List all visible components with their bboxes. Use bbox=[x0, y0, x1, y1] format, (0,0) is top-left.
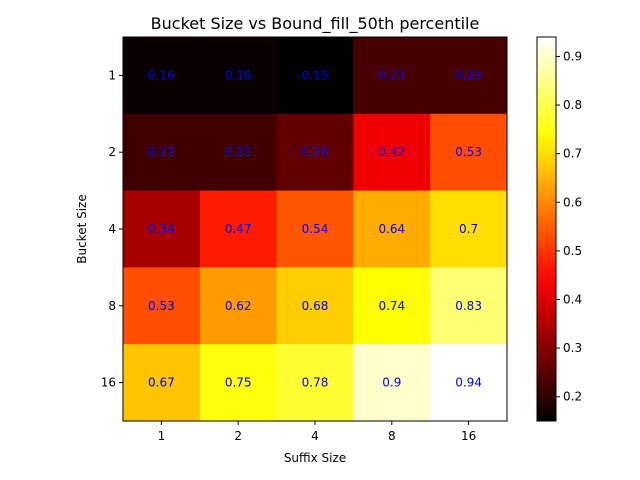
heatmap-cell bbox=[353, 190, 431, 268]
heatmap-cell bbox=[353, 344, 431, 422]
cell-value-label: 0.83 bbox=[455, 299, 482, 313]
heatmap-cell bbox=[353, 267, 431, 345]
y-tick-label: 4 bbox=[108, 222, 116, 236]
cell-value-label: 0.47 bbox=[225, 222, 252, 236]
x-axis-ticks: 1 2 4 8 16 bbox=[158, 421, 476, 443]
cell-value-label: 0.16 bbox=[148, 68, 175, 82]
colorbar-tick-label: 0.2 bbox=[563, 390, 582, 404]
cell-value-label: 0.54 bbox=[302, 222, 329, 236]
cell-value-label: 0.78 bbox=[302, 376, 329, 390]
colorbar-tick-label: 0.7 bbox=[563, 147, 582, 161]
heatmap-cell bbox=[430, 344, 508, 422]
heatmap-cell bbox=[430, 190, 508, 268]
cell-value-label: 0.23 bbox=[455, 68, 482, 82]
colorbar-tick-label: 0.9 bbox=[563, 49, 582, 63]
colorbar-tick-label: 0.4 bbox=[563, 292, 582, 306]
heatmap-cell bbox=[276, 113, 354, 192]
heatmap-cell bbox=[276, 267, 354, 345]
cell-value-label: 0.67 bbox=[148, 376, 175, 390]
cell-value-label: 0.34 bbox=[148, 222, 175, 236]
heatmap-cell bbox=[199, 267, 278, 345]
colorbar-tick-label: 0.5 bbox=[563, 244, 582, 258]
heatmap-cell bbox=[199, 37, 278, 115]
cell-value-label: 0.94 bbox=[455, 376, 482, 390]
cell-value-label: 0.22 bbox=[225, 145, 252, 159]
heatmap-cell bbox=[123, 113, 201, 192]
heatmap-cell bbox=[199, 190, 278, 268]
cell-value-label: 0.16 bbox=[225, 68, 252, 82]
x-axis-label: Suffix Size bbox=[284, 451, 346, 465]
heatmap-cell bbox=[430, 267, 508, 345]
cell-value-label: 0.7 bbox=[459, 222, 478, 236]
colorbar-tick-label: 0.6 bbox=[563, 195, 582, 209]
cell-value-label: 0.23 bbox=[378, 68, 405, 82]
heatmap-cell bbox=[353, 37, 431, 115]
cell-value-label: 0.42 bbox=[378, 145, 405, 159]
heatmap-cell bbox=[430, 37, 508, 115]
cell-value-label: 0.22 bbox=[148, 145, 175, 159]
cell-value-label: 0.64 bbox=[378, 222, 405, 236]
y-tick-label: 1 bbox=[108, 68, 116, 82]
cell-value-label: 0.53 bbox=[455, 145, 482, 159]
x-tick-label: 8 bbox=[388, 429, 396, 443]
x-tick-label: 2 bbox=[234, 429, 242, 443]
heatmap-cell bbox=[123, 267, 201, 345]
y-tick-label: 8 bbox=[108, 299, 116, 313]
x-tick-label: 1 bbox=[158, 429, 166, 443]
cell-value-label: 0.62 bbox=[225, 299, 252, 313]
cell-value-label: 0.53 bbox=[148, 299, 175, 313]
heatmap-cell bbox=[199, 113, 278, 192]
cell-value-label: 0.26 bbox=[302, 145, 329, 159]
heatmap-cell bbox=[123, 344, 201, 422]
heatmap-cells: 0.16 0.16 0.15 0.23 0.23 0.22 0.22 0.26 0.42 0.53… bbox=[123, 37, 508, 422]
y-tick-label: 2 bbox=[108, 145, 116, 159]
heatmap-cell bbox=[430, 113, 508, 192]
x-tick-label: 16 bbox=[461, 429, 476, 443]
heatmap-cell bbox=[276, 344, 354, 422]
x-tick-label: 4 bbox=[311, 429, 319, 443]
cell-value-label: 0.9 bbox=[382, 376, 401, 390]
heatmap-cell bbox=[276, 190, 354, 268]
cell-value-label: 0.74 bbox=[378, 299, 405, 313]
heatmap-cell bbox=[353, 113, 431, 192]
heatmap-cell bbox=[276, 37, 354, 115]
colorbar-tick-label: 0.8 bbox=[563, 98, 582, 112]
colorbar-gradient bbox=[536, 36, 557, 422]
y-axis-label: Bucket Size bbox=[75, 194, 89, 264]
y-axis-ticks: 1 2 4 8 16 bbox=[101, 68, 123, 390]
cell-value-label: 0.68 bbox=[302, 299, 329, 313]
cell-value-label: 0.75 bbox=[225, 376, 252, 390]
chart-title: Bucket Size vs Bound_fill_50th percentil… bbox=[151, 14, 480, 34]
heatmap-cell bbox=[199, 344, 278, 422]
heatmap-cell bbox=[123, 37, 201, 115]
y-tick-label: 16 bbox=[101, 376, 116, 390]
cell-value-label: 0.15 bbox=[302, 68, 329, 82]
heatmap-cell bbox=[123, 190, 201, 268]
colorbar: 0.2 0.3 0.4 0.5 0.6 0.7 0.8 0.9 bbox=[536, 36, 582, 422]
colorbar-tick-label: 0.3 bbox=[563, 341, 582, 355]
